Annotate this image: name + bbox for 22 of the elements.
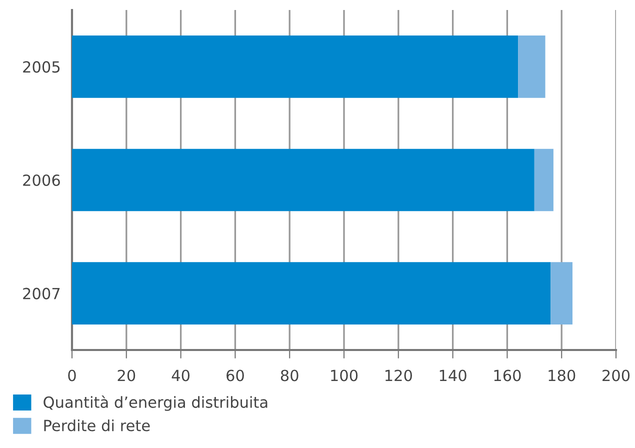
y-tick-label: 2006 <box>23 174 60 186</box>
legend-label: Perdite di rete <box>44 419 150 432</box>
bar <box>534 148 554 212</box>
x-tick-label: 140 <box>440 370 466 382</box>
x-tick-label: 60 <box>226 370 244 382</box>
bar <box>550 262 572 324</box>
bar <box>72 148 534 212</box>
x-tick-label: 0 <box>68 370 76 382</box>
y-tick-label: 2007 <box>23 288 60 300</box>
bar <box>72 36 518 98</box>
x-tick-label: 160 <box>494 370 521 382</box>
x-tick-label: 80 <box>280 370 298 382</box>
x-tick-label: 40 <box>172 370 190 382</box>
x-tick-label: 120 <box>385 370 412 382</box>
x-tick-label: 20 <box>118 370 136 382</box>
x-tick-label: 200 <box>602 370 630 382</box>
legend-label: Quantità d’energia distribuita <box>44 396 268 411</box>
bar <box>518 36 546 98</box>
y-tick-label: 2005 <box>23 61 60 73</box>
x-tick-label: 180 <box>548 370 576 382</box>
x-tick-label: 100 <box>331 370 358 382</box>
bar <box>72 262 551 324</box>
